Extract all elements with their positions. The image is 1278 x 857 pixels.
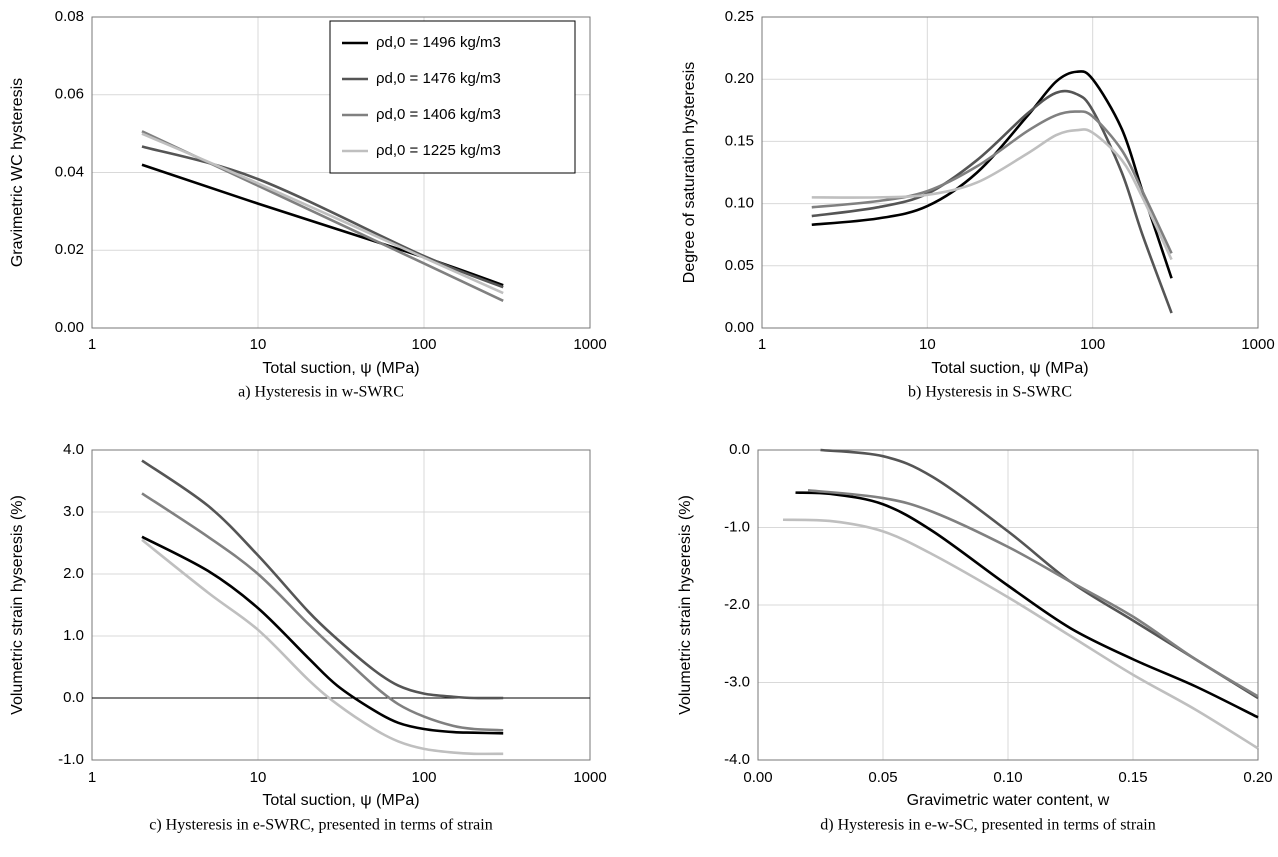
y-tick-label: -4.0 [724,751,750,768]
series-line [811,89,1173,314]
legend-label: ρd,0 = 1225 kg/m3 [376,142,501,159]
y-tick-label: 0.04 [55,163,84,180]
y-axis-label: Gravimetric WC hysteresis [9,78,26,267]
series-line [141,459,504,700]
y-tick-label: 0.10 [725,195,754,212]
y-tick-label: 0.00 [55,319,84,336]
x-tick-label: 100 [411,336,436,353]
y-tick-label: 4.0 [63,441,84,458]
x-axis-label: Total suction, ψ (MPa) [931,360,1088,377]
y-tick-label: 0.0 [63,689,84,706]
chart: -1.0 0.0 1.0 2.0 3.0 4.0 1 10 100 1000 Total sucti… [9,441,606,834]
y-tick-label: 0.0 [729,441,750,458]
chart: -4.0 -3.0 -2.0 -1.0 0.0 0.00 0.05 0.10 0.15 0.20 G… [677,441,1272,834]
y-tick-label: -1.0 [58,751,84,768]
y-tick-label: 0.15 [725,132,754,149]
series-line [811,70,1173,279]
x-tick-label: 10 [919,336,936,353]
y-axis-label: Volumetric strain hyseresis (%) [9,495,26,715]
plot-frame [757,449,1259,761]
y-tick-label: 0.25 [725,8,754,25]
x-tick-label: 1 [88,769,96,786]
x-tick-label: 1 [758,336,766,353]
series-line [141,145,504,289]
y-tick-label: 3.0 [63,503,84,520]
y-tick-label: 0.06 [55,86,84,103]
caption: b) Hysteresis in S-SWRC [908,384,1072,401]
x-tick-label: 10 [250,769,267,786]
y-tick-label: -2.0 [724,596,750,613]
x-tick-label: 0.05 [868,769,897,786]
series-line [782,518,1259,750]
series-line [141,132,504,295]
caption: c) Hysteresis in e-SWRC, presented in te… [149,817,492,834]
x-tick-label: 1000 [573,769,606,786]
series-line [820,448,1259,700]
y-tick-label: 2.0 [63,565,84,582]
caption: d) Hysteresis in e-w-SC, presented in te… [820,817,1155,834]
x-tick-label: 100 [411,769,436,786]
series-line [811,128,1173,261]
series-line [807,489,1259,698]
series-line [795,491,1259,719]
y-axis-label: Degree of saturation hysteresis [681,62,698,283]
x-tick-label: 0.20 [1243,769,1272,786]
series-line [141,535,504,735]
y-tick-label: 0.05 [725,257,754,274]
x-axis-label: Total suction, ψ (MPa) [262,360,419,377]
x-tick-label: 1 [88,336,96,353]
x-tick-label: 0.15 [1118,769,1147,786]
caption: a) Hysteresis in w-SWRC [238,384,404,401]
y-tick-label: 0.08 [55,8,84,25]
x-tick-label: 0.10 [993,769,1022,786]
y-tick-label: 0.00 [725,319,754,336]
chart: 0.00 0.05 0.10 0.15 0.20 0.25 1 10 100 1000 Total … [681,8,1274,401]
x-tick-label: 10 [250,336,267,353]
plot-frame [91,16,591,329]
series-line [141,538,504,756]
chart: 0.00 0.02 0.04 0.06 0.08 1 10 100 1000 Total suct… [9,8,606,401]
legend-label: ρd,0 = 1406 kg/m3 [376,106,501,123]
y-tick-label: 0.20 [725,70,754,87]
plot-frame [761,16,1259,329]
y-tick-label: -1.0 [724,518,750,535]
x-tick-label: 1000 [1241,336,1274,353]
y-tick-label: 1.0 [63,627,84,644]
y-tick-label: -3.0 [724,673,750,690]
series-line [141,492,504,732]
x-axis-label: Total suction, ψ (MPa) [262,792,419,809]
series-line [811,110,1173,254]
x-axis-label: Gravimetric water content, w [907,792,1110,809]
plot-frame [91,449,591,761]
legend-label: ρd,0 = 1496 kg/m3 [376,34,501,51]
x-tick-label: 0.00 [743,769,772,786]
x-tick-label: 1000 [573,336,606,353]
legend-box [329,20,576,174]
series-line [141,163,504,287]
y-tick-label: 0.02 [55,241,84,258]
x-tick-label: 100 [1080,336,1105,353]
legend-label: ρd,0 = 1476 kg/m3 [376,70,501,87]
y-axis-label: Volumetric strain hyseresis (%) [677,495,694,715]
